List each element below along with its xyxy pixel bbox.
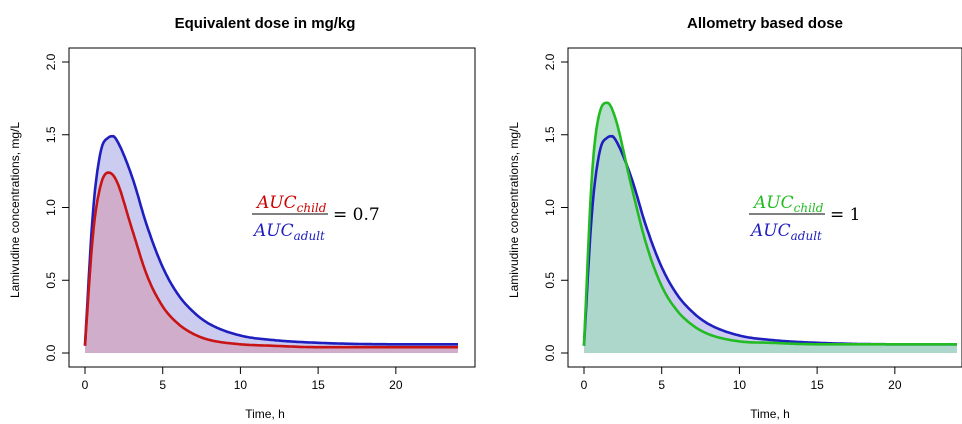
y-axis-label: Lamivudine concentrations, mg/L bbox=[507, 122, 521, 298]
y-tick-label: 0.0 bbox=[44, 344, 58, 361]
series-1-area bbox=[85, 172, 458, 353]
y-axis-label: Lamivudine concentrations, mg/L bbox=[8, 122, 22, 298]
auc-denominator-sub: adult bbox=[791, 229, 822, 243]
y-tick-label: 0.5 bbox=[543, 272, 557, 289]
series-fills bbox=[584, 102, 957, 353]
auc-numerator-sub: child bbox=[297, 201, 327, 215]
auc-numerator: AUCchild bbox=[752, 193, 824, 215]
x-axis-label: Time, h bbox=[750, 407, 790, 421]
series-lines bbox=[582, 101, 957, 346]
x-tick-label: 20 bbox=[888, 378, 902, 392]
plot-frame bbox=[567, 47, 962, 368]
y-tick-label: 1.5 bbox=[44, 126, 58, 143]
x-tick-label: 0 bbox=[82, 378, 89, 392]
y-tick-label: 2.0 bbox=[44, 53, 58, 70]
auc-denominator-base: AUC bbox=[749, 221, 791, 241]
auc-denominator: AUCadult bbox=[749, 221, 822, 243]
series-1-line bbox=[582, 101, 957, 346]
auc-numerator-base: AUC bbox=[752, 193, 794, 213]
x-axis: 0 5 10 15 20 bbox=[581, 366, 902, 392]
auc-ratio-annotation: AUCchild AUCadult = 0.7 bbox=[252, 193, 380, 243]
plot-frame bbox=[68, 47, 476, 368]
auc-denominator-sub: adult bbox=[294, 229, 325, 243]
auc-ratio-annotation: AUCchild AUCadult = 1 bbox=[749, 193, 860, 243]
x-tick-label: 0 bbox=[581, 378, 588, 392]
x-tick-label: 20 bbox=[389, 378, 403, 392]
auc-denominator-base: AUC bbox=[252, 221, 294, 241]
y-axis: 0.0 0.5 1.0 1.5 2.0 bbox=[543, 53, 569, 361]
panel-equivalent-dose: Equivalent dose in mg/kg Time, h Lamivud… bbox=[8, 15, 476, 421]
y-tick-label: 1.5 bbox=[543, 126, 557, 143]
y-tick-label: 0.5 bbox=[44, 272, 58, 289]
y-tick-label: 0.0 bbox=[543, 344, 557, 361]
chart-title: Equivalent dose in mg/kg bbox=[175, 15, 356, 32]
x-tick-label: 15 bbox=[311, 378, 325, 392]
x-tick-label: 15 bbox=[810, 378, 824, 392]
x-tick-label: 10 bbox=[234, 378, 248, 392]
auc-numerator-sub: child bbox=[794, 201, 824, 215]
auc-ratio-value: = 0.7 bbox=[333, 205, 380, 225]
series-fills bbox=[85, 136, 458, 353]
series-0-area bbox=[85, 136, 458, 353]
y-tick-label: 2.0 bbox=[543, 53, 557, 70]
panel-allometry-dose: Allometry based dose Time, h Lamivudine … bbox=[507, 15, 962, 421]
x-tick-label: 5 bbox=[658, 378, 665, 392]
series-0-line bbox=[83, 134, 458, 346]
auc-denominator: AUCadult bbox=[252, 221, 325, 243]
auc-numerator: AUCchild bbox=[255, 193, 327, 215]
y-tick-label: 1.0 bbox=[44, 199, 58, 216]
series-1-line bbox=[83, 171, 458, 349]
y-tick-label: 1.0 bbox=[543, 199, 557, 216]
series-lines bbox=[83, 134, 458, 349]
x-tick-label: 5 bbox=[159, 378, 166, 392]
y-axis: 0.0 0.5 1.0 1.5 2.0 bbox=[44, 53, 70, 361]
x-axis-label: Time, h bbox=[245, 407, 285, 421]
series-0-area bbox=[584, 136, 957, 353]
x-axis: 0 5 10 15 20 bbox=[82, 366, 403, 392]
x-tick-label: 10 bbox=[733, 378, 747, 392]
chart-title: Allometry based dose bbox=[687, 15, 843, 32]
auc-numerator-base: AUC bbox=[255, 193, 297, 213]
series-1-area bbox=[584, 102, 957, 353]
auc-ratio-value: = 1 bbox=[830, 205, 860, 225]
